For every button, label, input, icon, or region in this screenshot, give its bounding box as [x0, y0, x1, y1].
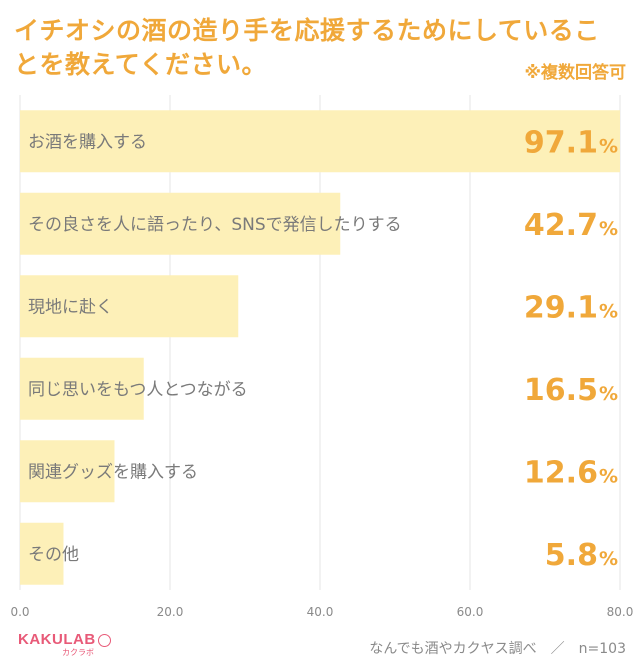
kakulabo-logo: KAKULAB [18, 632, 111, 647]
x-tick-label: 20.0 [157, 605, 184, 619]
bar [20, 192, 341, 255]
bar [20, 110, 620, 173]
bar [20, 522, 64, 585]
x-tick-label: 40.0 [307, 605, 334, 619]
value-label: 16.5% [524, 373, 618, 408]
category-label: その他 [28, 545, 79, 565]
logo-circle-icon [97, 633, 111, 647]
value-label: 97.1% [524, 125, 618, 160]
value-label: 5.8% [545, 538, 618, 573]
chart-title: イチオシの酒の造り手を応援するためにしていることを教えてください。 [14, 16, 600, 79]
category-label: 現地に赴く [28, 297, 113, 317]
category-label: お酒を購入する [28, 132, 147, 152]
multiple-answer-note: ※複数回答可 [524, 63, 626, 83]
x-tick-label: 60.0 [457, 605, 484, 619]
value-label: 42.7% [524, 208, 618, 243]
value-label: 29.1% [524, 290, 618, 325]
bar [20, 357, 144, 420]
bar [20, 440, 115, 503]
bar [20, 275, 239, 338]
logo-subtitle: カクラボ [62, 648, 94, 657]
x-tick-label: 80.0 [607, 605, 634, 619]
category-label: 同じ思いをもつ人とつながる [28, 380, 248, 400]
category-label: 関連グッズを購入する [28, 462, 198, 482]
category-label: その良さを人に語ったり、SNSで発信したりする [28, 215, 402, 235]
x-tick-label: 0.0 [10, 605, 29, 619]
source-note: なんでも酒やカクヤス調べ ／ n=103 [369, 641, 626, 657]
value-label: 12.6% [524, 455, 618, 490]
bar-chart: 0.0 20.0 40.0 60.0 80.0 お酒を購入する 97.1% その良さを人に語っ… [10, 95, 634, 619]
